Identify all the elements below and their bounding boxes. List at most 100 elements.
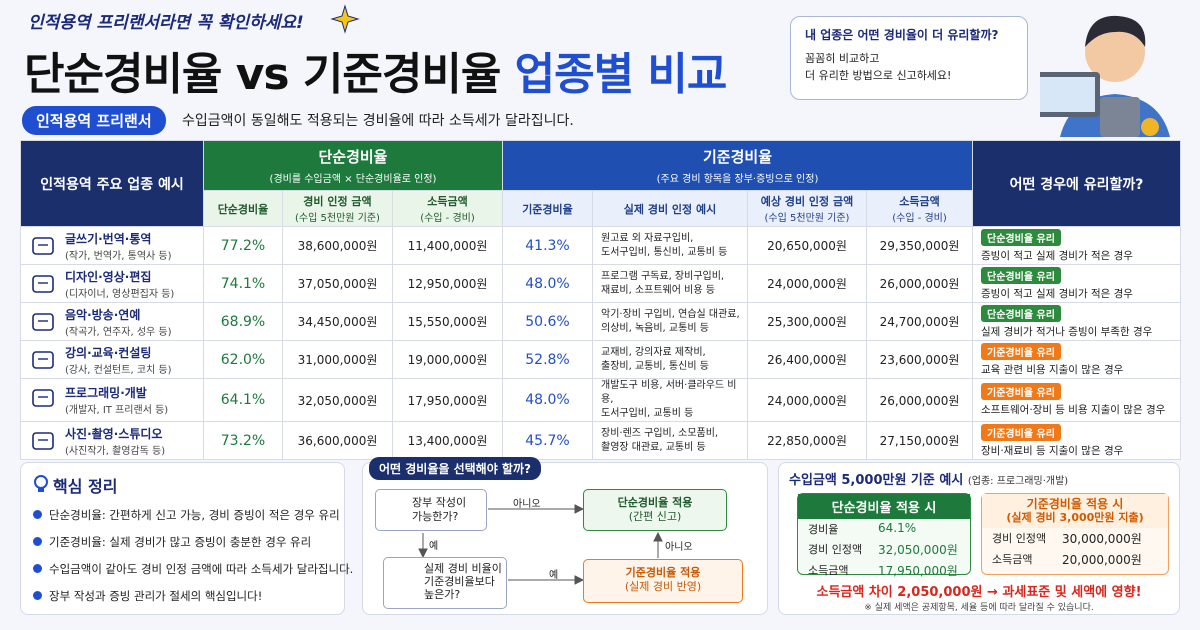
standard-income: 23,600,000원 xyxy=(865,340,974,379)
summary-item: 장부 작성과 증빙 관리가 절세의 핵심입니다! xyxy=(33,588,332,604)
example-label: 경비율 xyxy=(808,523,839,536)
example-label: 소득금액 xyxy=(808,564,849,577)
industry-examples: (강사, 컨설턴트, 코치 등) xyxy=(65,364,172,376)
standard-income: 27,150,000원 xyxy=(865,421,974,460)
example-standard: 기준경비율 적용 시 (실제 경비 3,000만원 지출) 경비 인정액 30,000… xyxy=(981,493,1169,575)
bubble-line: 꼼꼼히 비교하고 xyxy=(805,52,880,65)
standard-income: 26,000,000원 xyxy=(865,264,974,303)
simple-title: 단순경비율 xyxy=(318,148,388,166)
standard-note: (주요 경비 항목을 장부·증빙으로 인정) xyxy=(656,174,819,185)
summary-panel: 핵심 정리 단순경비율: 간편하게 신고 가능, 경비 증빙이 적은 경우 유리… xyxy=(20,462,353,615)
example-label: 경비 인정액 xyxy=(808,543,863,556)
simple-rate: 77.2% xyxy=(203,226,283,265)
industry-icon xyxy=(32,313,54,331)
example-value: 17,950,000원 xyxy=(878,564,958,578)
sub-header-text: (수입 - 경비) xyxy=(420,213,475,224)
sub-header-text: 소득금액 xyxy=(899,195,940,208)
industry-name: 글쓰기·번역·통역 xyxy=(65,231,152,246)
standard-expense: 26,400,000원 xyxy=(747,340,867,379)
sub-header-text: (수입 5천만원 기준) xyxy=(295,213,380,224)
industry-examples: (사진작가, 촬영감독 등) xyxy=(65,445,166,457)
flow-question-1: 장부 작성이 가능한가? xyxy=(375,489,487,531)
bulb-icon xyxy=(34,475,48,492)
standard-expense: 25,300,000원 xyxy=(747,302,867,341)
flow-text: 장부 작성이 xyxy=(412,496,467,509)
table-row: 글쓰기·번역·통역 (작가, 번역가, 통역사 등) 77.2% 38,600,000… xyxy=(20,226,1182,265)
detail-line: 출장비, 교통비, 통신비 등 xyxy=(601,360,709,372)
simple-income: 13,400,000원 xyxy=(392,421,503,460)
industry-name: 사진·촬영·스튜디오 xyxy=(65,426,163,441)
industry-icon xyxy=(32,351,54,369)
industry-examples: (디자이너, 영상편집자 등) xyxy=(65,288,175,300)
flow-panel: 어떤 경비율을 선택해야 할까? 장부 작성이 가능한가? 아니오 예 단순경비율… xyxy=(362,457,768,615)
advice-cell: 단순경비율 유리 증빙이 적고 실제 경비가 적은 경우 xyxy=(972,226,1182,265)
detail-line: 프로그램 구독료, 장비구입비, xyxy=(601,270,725,282)
example-title: 수입금액 5,000만원 기준 예시 xyxy=(789,473,964,488)
advice-text: 장비·재료비 등 지출이 많은 경우 xyxy=(981,444,1124,457)
standard-income: 24,700,000원 xyxy=(865,302,974,341)
standard-income: 26,000,000원 xyxy=(865,378,974,422)
example-heading: 수입금액 5,000만원 기준 예시 (업종: 프로그래밍·개발) xyxy=(789,469,1169,488)
flow-text: 기준경비율 적용 xyxy=(625,566,701,579)
flow-result-2: 기준경비율 적용 (실제 경비 반영) xyxy=(583,559,743,603)
standard-detail: 프로그램 구독료, 장비구입비, 재료비, 소프트웨어 비용 등 xyxy=(592,264,748,303)
simple-expense: 31,000,000원 xyxy=(282,340,393,379)
simple-header: 단순경비율 (경비를 수입금액 × 단순경비율로 인정) xyxy=(203,140,503,191)
comparison-table: 인적용역 주요 업종 예시 단순경비율 (경비를 수입금액 × 단순경비율로 인정… xyxy=(20,140,1182,460)
standard-detail: 장비·렌즈 구입비, 소모품비, 촬영장 대관료, 교통비 등 xyxy=(592,421,748,460)
standard-rate: 50.6% xyxy=(502,302,593,341)
industry-examples: (작가, 번역가, 통역사 등) xyxy=(65,250,172,262)
advice-text: 실제 경비가 적거나 증빙이 부족한 경우 xyxy=(981,325,1153,338)
advice-cell: 기준경비율 유리 장비·재료비 등 지출이 많은 경우 xyxy=(972,421,1182,460)
title-text: 단순경비율 vs 기준경비율 xyxy=(24,49,501,100)
detail-line: 원고료 외 자료구입비, xyxy=(601,232,694,244)
sub-header: 단순경비율 xyxy=(203,190,283,227)
standard-expense: 20,650,000원 xyxy=(747,226,867,265)
simple-rate: 74.1% xyxy=(203,264,283,303)
example-panel: 수입금액 5,000만원 기준 예시 (업종: 프로그래밍·개발) 단순경비율 … xyxy=(778,462,1180,615)
example-row: 경비 인정액 30,000,000원 xyxy=(982,528,1168,549)
example-row: 경비 인정액 32,050,000원 xyxy=(798,539,970,560)
standard-rate: 45.7% xyxy=(502,421,593,460)
bubble-line: 더 유리한 방법으로 신고하세요! xyxy=(805,69,952,82)
advice-text: 교육 관련 비용 지출이 많은 경우 xyxy=(981,363,1124,376)
example-footnote: ※ 실제 세액은 공제항목, 세율 등에 따라 달라질 수 있습니다. xyxy=(864,603,1094,613)
example-value: 20,000,000원 xyxy=(1062,553,1142,567)
industry-cell: 디자인·영상·편집 (디자이너, 영상편집자 등) xyxy=(20,264,204,303)
sub-header-text: 단순경비율 xyxy=(217,202,269,216)
speech-bubble: 내 업종은 어떤 경비율이 더 유리할까? 꼼꼼히 비교하고 더 유리한 방법으… xyxy=(790,16,1028,100)
example-row: 소득금액 17,950,000원 xyxy=(798,560,970,581)
advice-text: 소프트웨어·장비 등 비용 지출이 많은 경우 xyxy=(981,404,1166,416)
example-standard-subtitle: (실제 경비 3,000만원 지출) xyxy=(1006,511,1144,524)
example-simple: 단순경비율 적용 시 경비율 64.1% 경비 인정액 32,050,000원 소득금액 1… xyxy=(797,493,971,578)
tagline: 인적용역 프리랜서라면 꼭 확인하세요! xyxy=(28,13,304,33)
advice-tag: 기준경비율 유리 xyxy=(981,342,1061,360)
badge: 인적용역 프리랜서 xyxy=(22,106,166,135)
industry-icon xyxy=(32,432,54,450)
flow-text: (실제 경비 반영) xyxy=(624,580,702,593)
flow-label: 예 xyxy=(549,570,559,581)
example-value: 32,050,000원 xyxy=(878,543,958,557)
flow-text: (간편 신고) xyxy=(628,510,682,523)
simple-rate: 68.9% xyxy=(203,302,283,341)
standard-detail: 교재비, 강의자료 제작비, 출장비, 교통비, 통신비 등 xyxy=(592,340,748,379)
sub-header-text: (수입 5천만원 기준) xyxy=(764,213,850,224)
industry-cell: 글쓰기·번역·통역 (작가, 번역가, 통역사 등) xyxy=(20,226,204,265)
detail-line: 재료비, 소프트웨어 비용 등 xyxy=(601,284,715,296)
standard-rate: 48.0% xyxy=(502,378,593,422)
simple-expense: 32,050,000원 xyxy=(282,378,393,422)
table-row: 프로그래밍·개발 (개발자, IT 프리랜서 등) 64.1% 32,050,000원… xyxy=(20,378,1182,422)
simple-income: 15,550,000원 xyxy=(392,302,503,341)
sub-header-text: 경비 인정 금액 xyxy=(303,195,372,208)
example-standard-header: 기준경비율 적용 시 (실제 경비 3,000만원 지출) xyxy=(982,494,1168,528)
industry-icon xyxy=(32,237,54,255)
table-row: 디자인·영상·편집 (디자이너, 영상편집자 등) 74.1% 37,050,000원… xyxy=(20,264,1182,303)
summary-item: 단순경비율: 간편하게 신고 가능, 경비 증빙이 적은 경우 유리 xyxy=(33,507,340,523)
standard-detail: 원고료 외 자료구입비, 도서구입비, 통신비, 교통비 등 xyxy=(592,226,748,265)
table-row: 사진·촬영·스튜디오 (사진작가, 촬영감독 등) 73.2% 36,600,000원… xyxy=(20,421,1182,460)
industry-cell: 프로그래밍·개발 (개발자, IT 프리랜서 등) xyxy=(20,378,204,422)
advice-tag: 기준경비율 유리 xyxy=(981,383,1061,400)
example-note: (업종: 프로그래밍·개발) xyxy=(967,476,1069,487)
